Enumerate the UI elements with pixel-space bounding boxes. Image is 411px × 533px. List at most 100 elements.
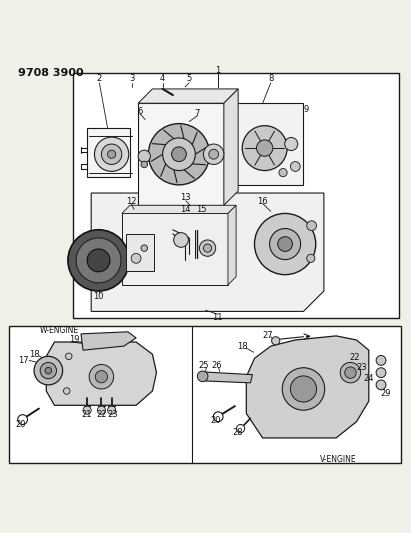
Circle shape (340, 362, 360, 383)
Circle shape (285, 138, 298, 150)
Text: 15: 15 (196, 205, 207, 214)
Bar (138, 103, 224, 205)
Circle shape (97, 406, 106, 414)
Circle shape (174, 232, 188, 247)
Circle shape (307, 221, 316, 231)
Circle shape (270, 229, 300, 260)
Bar (87, 128, 130, 177)
Circle shape (45, 367, 52, 374)
Circle shape (256, 140, 273, 156)
Text: 3: 3 (129, 74, 135, 83)
Polygon shape (224, 89, 238, 205)
Circle shape (242, 126, 287, 171)
Polygon shape (246, 336, 369, 438)
Bar (9, 326, 401, 463)
Bar (214, 103, 303, 185)
Text: 18: 18 (237, 342, 247, 351)
Circle shape (141, 245, 148, 252)
Text: V-ENGINE: V-ENGINE (320, 455, 356, 464)
Circle shape (376, 380, 386, 390)
Circle shape (89, 365, 114, 389)
Polygon shape (138, 89, 238, 103)
Circle shape (40, 362, 56, 379)
Circle shape (203, 244, 212, 252)
Circle shape (213, 412, 223, 422)
Text: 13: 13 (180, 193, 191, 203)
Circle shape (95, 137, 129, 172)
Text: 14: 14 (180, 205, 190, 214)
Circle shape (63, 387, 70, 394)
Circle shape (148, 124, 210, 185)
Text: 20: 20 (16, 421, 26, 430)
Circle shape (141, 161, 148, 168)
Bar (73, 72, 399, 318)
Polygon shape (122, 205, 236, 213)
Text: 9708 3900: 9708 3900 (18, 68, 83, 78)
Polygon shape (201, 372, 252, 383)
Circle shape (376, 368, 386, 377)
Text: 4: 4 (160, 74, 165, 83)
Bar (122, 213, 228, 285)
Text: 22: 22 (96, 410, 106, 419)
Circle shape (254, 213, 316, 274)
Circle shape (236, 424, 245, 433)
Circle shape (376, 356, 386, 365)
Text: 29: 29 (381, 389, 391, 398)
Polygon shape (91, 193, 324, 311)
Text: 6: 6 (138, 107, 143, 116)
Circle shape (272, 337, 280, 345)
Circle shape (307, 254, 315, 262)
Circle shape (34, 356, 62, 385)
Circle shape (163, 138, 195, 171)
Text: 28: 28 (232, 428, 242, 437)
Circle shape (76, 238, 121, 283)
Text: 21: 21 (82, 410, 92, 419)
Text: 9: 9 (304, 105, 309, 114)
Text: 12: 12 (126, 197, 136, 206)
Circle shape (87, 249, 110, 272)
Text: 10: 10 (93, 292, 104, 301)
Circle shape (291, 161, 300, 172)
Text: 17: 17 (18, 356, 29, 365)
Circle shape (65, 353, 72, 360)
Text: 26: 26 (212, 361, 222, 370)
Circle shape (131, 253, 141, 263)
Circle shape (345, 367, 356, 378)
Text: 20: 20 (210, 416, 221, 425)
Circle shape (199, 240, 216, 256)
Circle shape (203, 144, 224, 165)
Text: 2: 2 (97, 74, 102, 83)
Circle shape (95, 370, 108, 383)
Polygon shape (46, 342, 157, 405)
Text: 16: 16 (257, 197, 268, 206)
Text: 23: 23 (356, 363, 367, 372)
Text: 8: 8 (268, 74, 273, 83)
Circle shape (278, 237, 293, 252)
Circle shape (18, 415, 28, 424)
Circle shape (138, 150, 150, 163)
Text: 24: 24 (364, 374, 374, 383)
Text: 19: 19 (69, 335, 79, 344)
Polygon shape (228, 205, 236, 285)
Circle shape (209, 149, 219, 159)
Circle shape (83, 406, 91, 414)
Circle shape (197, 371, 208, 382)
Circle shape (108, 406, 115, 414)
Circle shape (68, 230, 129, 291)
Polygon shape (81, 332, 136, 350)
Circle shape (172, 147, 186, 161)
Text: 11: 11 (212, 313, 223, 322)
Circle shape (108, 150, 115, 158)
Text: 7: 7 (195, 109, 200, 118)
Circle shape (291, 376, 316, 402)
Circle shape (282, 368, 325, 410)
Text: 27: 27 (262, 330, 273, 340)
Text: 5: 5 (187, 74, 192, 83)
Text: 23: 23 (107, 410, 118, 419)
Text: 1: 1 (215, 66, 220, 75)
Text: 25: 25 (198, 361, 209, 370)
Bar (126, 234, 155, 271)
Text: 18: 18 (30, 350, 40, 359)
Text: W-ENGINE: W-ENGINE (40, 327, 79, 335)
Text: 22: 22 (349, 353, 360, 361)
